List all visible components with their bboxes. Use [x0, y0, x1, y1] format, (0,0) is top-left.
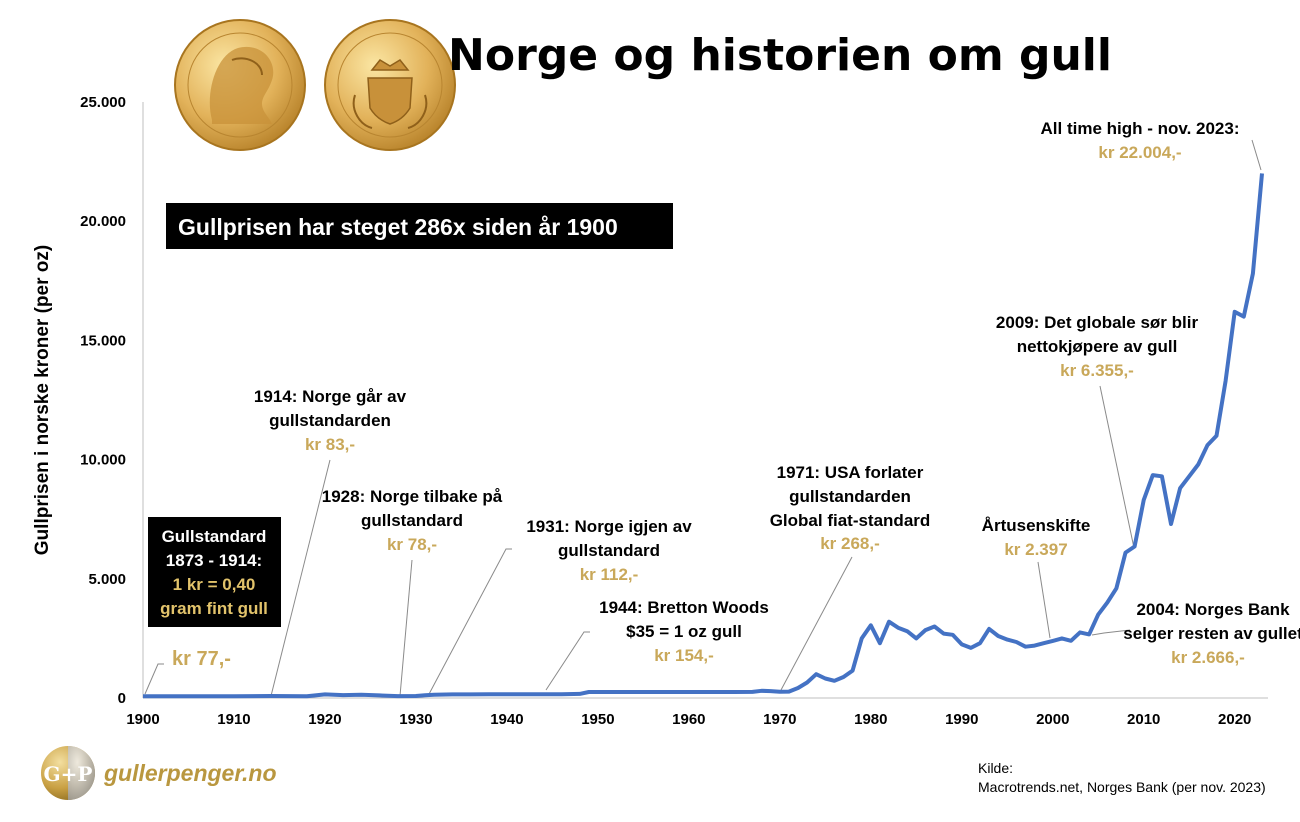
annotation-1931-price: kr 112,-: [580, 565, 639, 584]
banner-text: Gullprisen har steget 286x siden år 1900: [178, 214, 618, 240]
annotation-2004-line2: selger resten av gullet: [1123, 624, 1300, 643]
annotation-2000: Årtusenskifte kr 2.397: [982, 516, 1091, 559]
x-tick-label: 1940: [490, 711, 523, 728]
x-tick-label: 1990: [945, 711, 978, 728]
leader-1931: [427, 548, 512, 697]
x-tick-label: 1980: [854, 711, 887, 728]
y-ticks: 0 5.000 10.000 15.000 20.000 25.000: [80, 94, 126, 707]
annotation-2009: 2009: Det globale sør blir nettokjøpere …: [996, 313, 1199, 380]
leader-2000: [1037, 561, 1051, 639]
leader-2004: [1091, 629, 1131, 636]
y-tick-label: 10.000: [80, 452, 126, 469]
leader-1914: [270, 459, 331, 697]
annotation-1971-line1: 1971: USA forlater: [777, 463, 924, 482]
gold-standard-box: Gullstandard 1873 - 1914: 1 kr = 0,40 gr…: [148, 517, 281, 627]
y-tick-label: 20.000: [80, 213, 126, 230]
y-tick-label: 5.000: [88, 571, 126, 588]
start-price-label: kr 77,-: [172, 648, 231, 670]
gold-standard-line2: 1873 - 1914:: [166, 551, 262, 570]
leader-1971: [780, 556, 853, 691]
x-tick-label: 1930: [399, 711, 432, 728]
annotation-1931: 1931: Norge igjen av gullstandard kr 112…: [526, 517, 692, 584]
gold-standard-line3: 1 kr = 0,40: [173, 575, 256, 594]
brand-logo-text: G+P: [44, 762, 93, 786]
x-tick-label: 1920: [308, 711, 341, 728]
leader-1928: [399, 559, 413, 697]
brand-name: gullerpenger.no: [103, 760, 277, 786]
x-tick-label: 1950: [581, 711, 614, 728]
y-axis-label: Gullprisen i norske kroner (per oz): [32, 245, 53, 555]
annotation-1931-line2: gullstandard: [558, 541, 660, 560]
leader-1944: [545, 631, 590, 691]
annotation-2023-price: kr 22.004,-: [1098, 143, 1181, 162]
annotation-1928-line2: gullstandard: [361, 511, 463, 530]
annotation-1944-line2: $35 = 1 oz gull: [626, 622, 742, 641]
y-tick-label: 25.000: [80, 94, 126, 111]
x-tick-label: 1910: [217, 711, 250, 728]
annotation-1971-line3: Global fiat-standard: [770, 511, 931, 530]
annotation-2009-price: kr 6.355,-: [1060, 361, 1134, 380]
annotation-1928-price: kr 78,-: [387, 535, 437, 554]
annotation-1928-line1: 1928: Norge tilbake på: [322, 487, 503, 506]
annotation-1971-line2: gullstandarden: [789, 487, 911, 506]
annotation-1944-price: kr 154,-: [654, 646, 714, 665]
banner: Gullprisen har steget 286x siden år 1900: [166, 203, 673, 249]
coin-obverse-image: [174, 19, 306, 151]
annotation-1914: 1914: Norge går av gullstandarden kr 83,…: [254, 387, 407, 454]
annotation-2000-line1: Årtusenskifte: [982, 516, 1091, 535]
price-series-line: [143, 173, 1264, 699]
x-tick-label: 2000: [1036, 711, 1069, 728]
leader-2009: [1099, 385, 1135, 549]
source-line2: Macrotrends.net, Norges Bank (per nov. 2…: [978, 779, 1266, 795]
x-tick-label: 2020: [1218, 711, 1251, 728]
annotation-leaders: [144, 139, 1262, 697]
y-tick-label: 15.000: [80, 332, 126, 349]
annotation-1931-line1: 1931: Norge igjen av: [526, 517, 692, 536]
annotation-1928: 1928: Norge tilbake på gullstandard kr 7…: [322, 487, 503, 554]
annotation-2009-line1: 2009: Det globale sør blir: [996, 313, 1199, 332]
annotation-1971: 1971: USA forlater gullstandarden Global…: [770, 463, 931, 553]
gold-standard-line4: gram fint gull: [160, 599, 268, 618]
annotation-1971-price: kr 268,-: [820, 534, 880, 553]
annotation-2023: All time high - nov. 2023: kr 22.004,-: [1041, 119, 1240, 162]
annotation-2000-price: kr 2.397: [1004, 540, 1067, 559]
gold-standard-line1: Gullstandard: [162, 527, 267, 546]
x-tick-label: 1900: [126, 711, 159, 728]
x-tick-label: 1960: [672, 711, 705, 728]
x-ticks: 1900 1910 1920 1930 1940 1950 1960 1970 1980 1990…: [126, 711, 1251, 728]
x-tick-label: 1970: [763, 711, 796, 728]
leader-1900: [144, 663, 164, 695]
brand-logo: G+P gullerpenger.no: [41, 746, 277, 800]
annotation-2004-line1: 2004: Norges Bank: [1136, 600, 1290, 619]
annotation-2009-line2: nettokjøpere av gull: [1017, 337, 1178, 356]
leader-2023: [1251, 139, 1262, 171]
annotation-1914-line2: gullstandarden: [269, 411, 391, 430]
annotation-1914-line1: 1914: Norge går av: [254, 387, 407, 406]
source-note: Kilde: Macrotrends.net, Norges Bank (per…: [978, 760, 1266, 795]
annotation-1944: 1944: Bretton Woods $35 = 1 oz gull kr 1…: [599, 598, 769, 665]
x-tick-label: 2010: [1127, 711, 1160, 728]
annotation-2004-price: kr 2.666,-: [1171, 648, 1245, 667]
annotation-1914-price: kr 83,-: [305, 435, 355, 454]
coin-reverse-image: [324, 19, 456, 151]
annotation-2004: 2004: Norges Bank selger resten av gulle…: [1123, 600, 1300, 667]
annotation-1944-line1: 1944: Bretton Woods: [599, 598, 769, 617]
annotation-2023-line1: All time high - nov. 2023:: [1041, 119, 1240, 138]
chart-title: Norge og historien om gull: [448, 30, 1112, 81]
y-tick-label: 0: [118, 690, 126, 707]
source-line1: Kilde:: [978, 760, 1013, 776]
